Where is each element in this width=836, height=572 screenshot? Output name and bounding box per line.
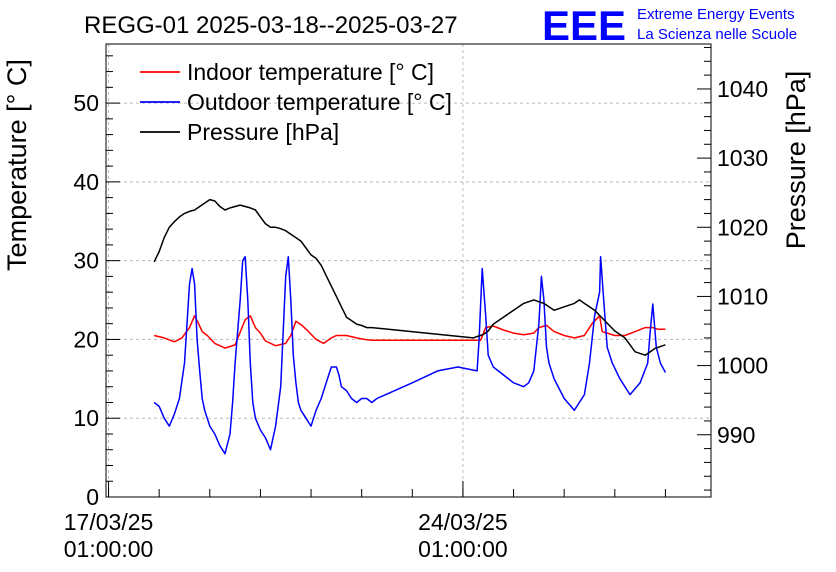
right-axis-tick-label: 1040 bbox=[717, 76, 768, 102]
grid bbox=[106, 44, 711, 497]
legend: Indoor temperature [° C] Outdoor tempera… bbox=[140, 59, 452, 145]
left-axis-tick-label: 0 bbox=[86, 484, 99, 510]
right-axis-tick-label: 1030 bbox=[717, 145, 768, 171]
left-axis-label: Temperature [° C] bbox=[2, 59, 32, 271]
left-axis-tick-label: 30 bbox=[73, 248, 99, 274]
logo-mark: EEE bbox=[542, 2, 626, 49]
x-axis-tick-label-time: 01:00:00 bbox=[418, 536, 508, 562]
axes: 010203040509901000101010201030104017/03/… bbox=[64, 46, 768, 562]
series-line-pressure bbox=[153, 198, 666, 356]
x-axis-tick-label-time: 01:00:00 bbox=[64, 536, 154, 562]
eee-logo: EEE Extreme Energy Events La Scienza nel… bbox=[542, 2, 797, 49]
left-axis-tick-label: 40 bbox=[73, 169, 99, 195]
chart-title: REGG-01 2025-03-18--2025-03-27 bbox=[84, 12, 458, 39]
left-axis-tick-label: 10 bbox=[73, 405, 99, 431]
x-axis-tick-label-date: 17/03/25 bbox=[64, 509, 154, 535]
legend-label-outdoor: Outdoor temperature [° C] bbox=[187, 89, 452, 115]
logo-line-2: La Scienza nelle Scuole bbox=[637, 26, 797, 43]
legend-label-pressure: Pressure [hPa] bbox=[187, 119, 339, 145]
right-axis-tick-label: 1020 bbox=[717, 214, 768, 240]
series-layer bbox=[153, 198, 667, 455]
left-axis-tick-label: 20 bbox=[73, 326, 99, 352]
right-axis-tick-label: 1000 bbox=[717, 353, 768, 379]
left-axis-tick-label: 50 bbox=[73, 90, 99, 116]
right-axis-tick-label: 990 bbox=[717, 422, 755, 448]
right-axis-tick-label: 1010 bbox=[717, 283, 768, 309]
logo-line-1: Extreme Energy Events bbox=[637, 6, 795, 23]
plot-frame bbox=[105, 43, 712, 498]
right-axis-label: Pressure [hPa] bbox=[781, 71, 811, 250]
legend-label-indoor: Indoor temperature [° C] bbox=[187, 59, 434, 85]
series-line-outdoor bbox=[153, 255, 667, 455]
x-axis-tick-label-date: 24/03/25 bbox=[418, 509, 508, 535]
